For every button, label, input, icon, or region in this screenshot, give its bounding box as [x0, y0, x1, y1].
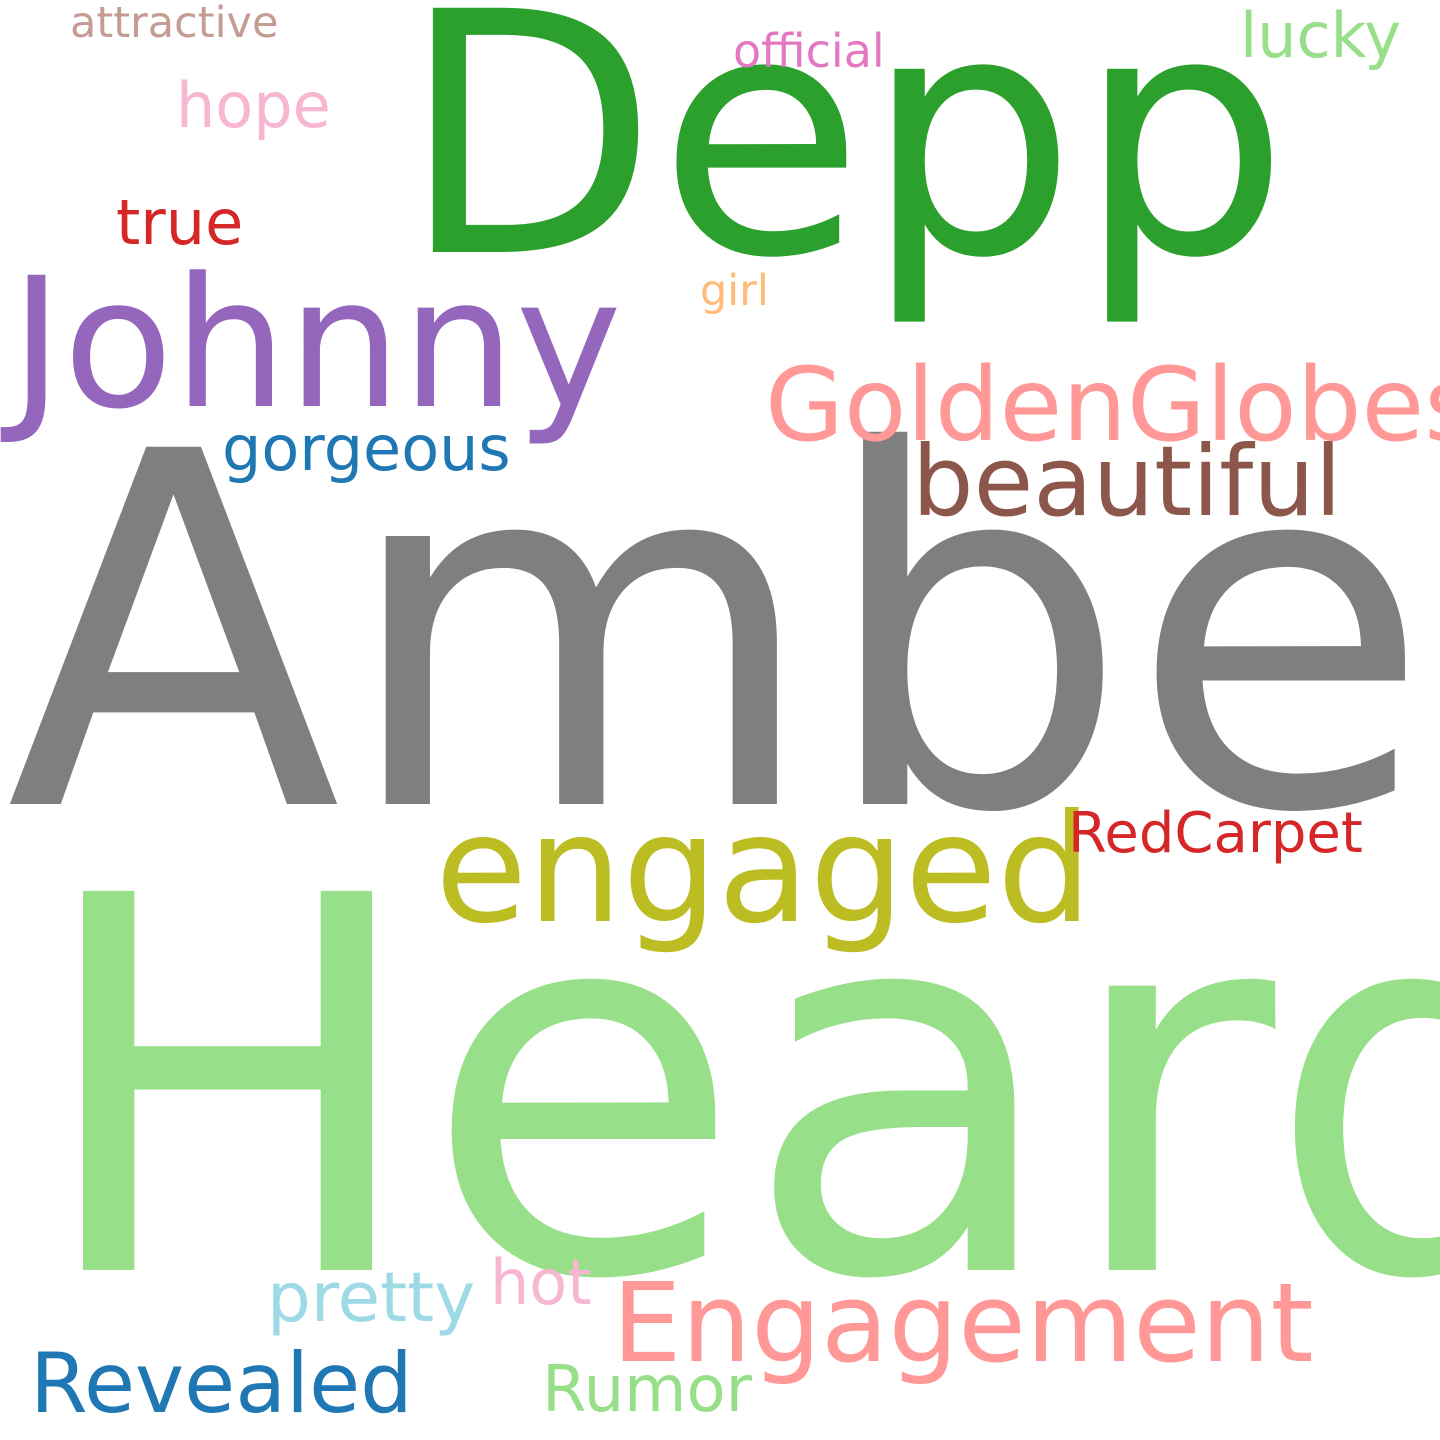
word-pretty: pretty: [267, 1258, 476, 1338]
word-true: true: [116, 186, 244, 259]
word-amber: Amber: [6, 349, 1440, 920]
word-lucky: lucky: [1240, 0, 1401, 72]
word-depp: Depp: [400, 0, 1290, 332]
word-engaged: engaged: [435, 783, 1093, 957]
word-hot: hot: [490, 1246, 592, 1319]
word-official: official: [733, 24, 885, 78]
word-heard: Heard: [32, 787, 1440, 1393]
word-girl: girl: [700, 266, 769, 316]
word-redcarpet: RedCarpet: [1068, 801, 1363, 866]
word-engagement: Engagement: [612, 1259, 1314, 1387]
word-gorgeous: gorgeous: [222, 412, 511, 485]
word-hope: hope: [176, 69, 331, 142]
word-rumor: Rumor: [542, 1353, 752, 1427]
word-goldenglobes: GoldenGlobes: [765, 346, 1440, 465]
word-revealed: Revealed: [30, 1335, 413, 1432]
word-johnny: Johnny: [10, 240, 622, 449]
word-attractive: attractive: [70, 0, 279, 48]
word-beautiful: beautiful: [912, 425, 1342, 538]
